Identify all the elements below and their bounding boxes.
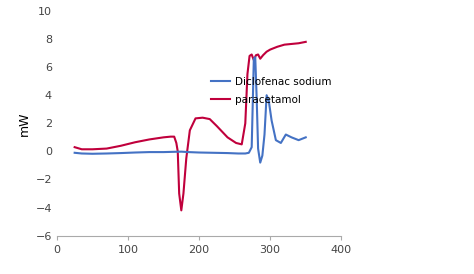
Y-axis label: mW: mW: [18, 111, 31, 136]
Legend: Diclofenac sodium, paracetamol: Diclofenac sodium, paracetamol: [207, 72, 336, 109]
